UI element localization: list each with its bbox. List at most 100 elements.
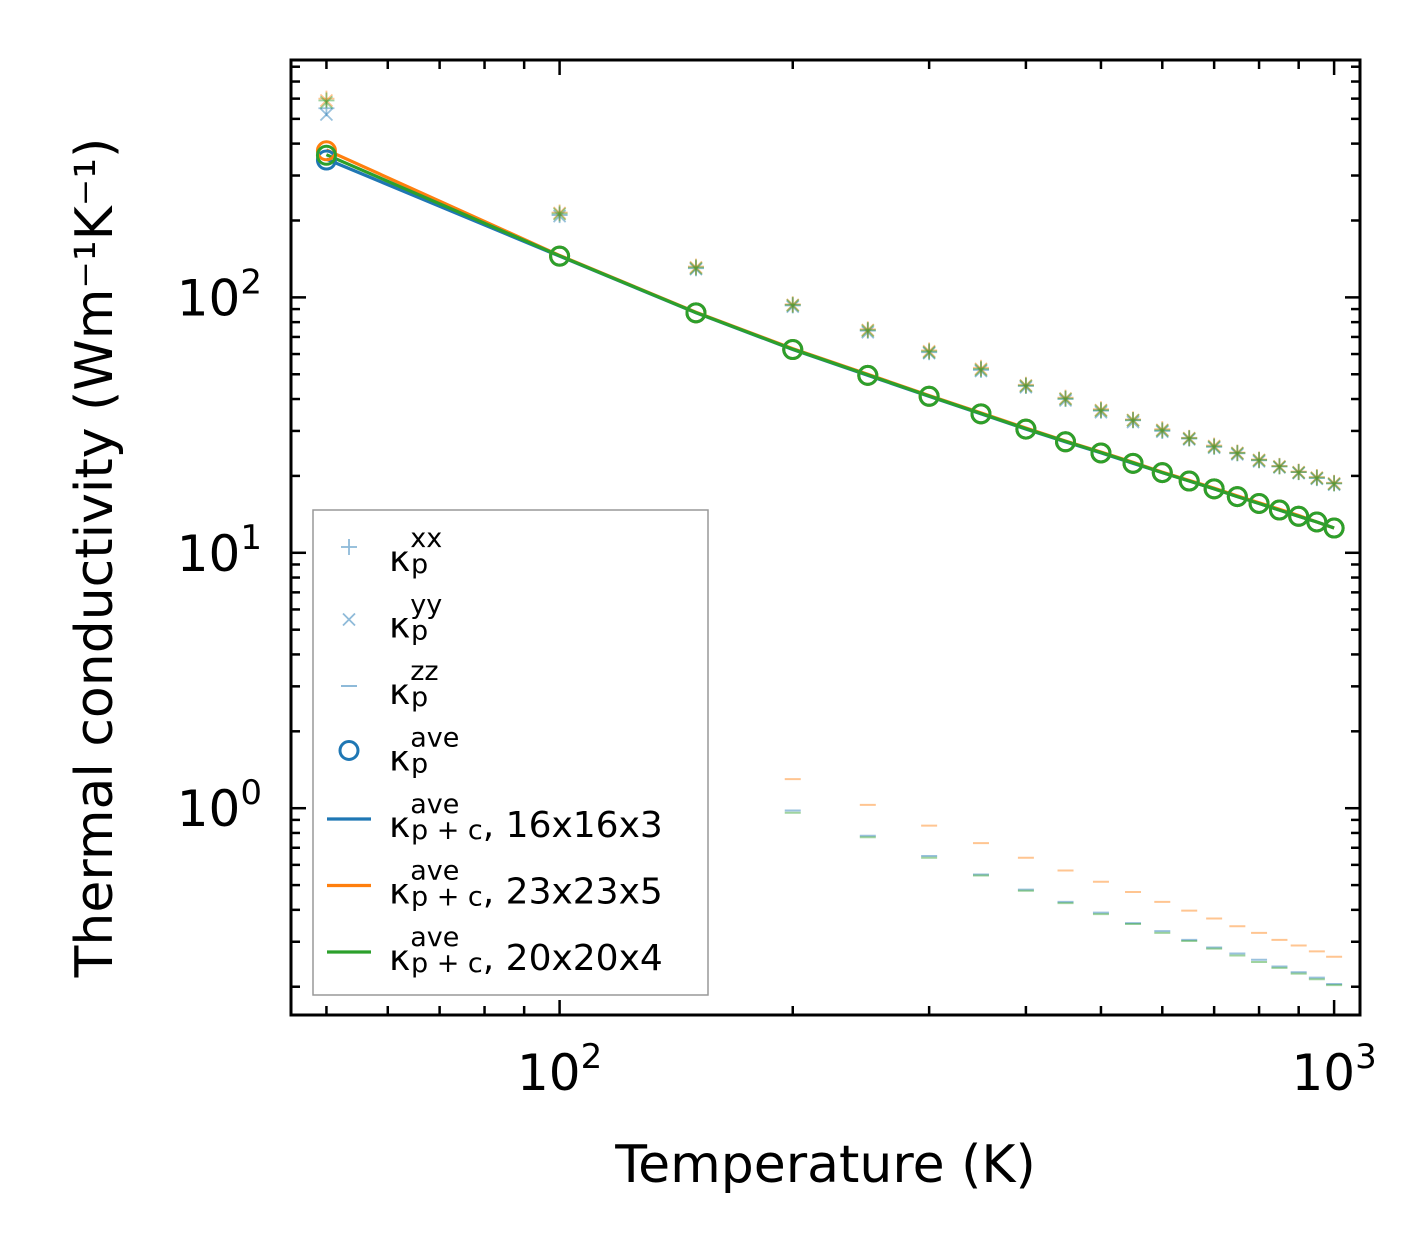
kappa-yy-point [319, 95, 334, 110]
kappa-xx-point [784, 297, 801, 314]
kappa-ave-point [1268, 499, 1290, 521]
kappa-xx-point [551, 207, 568, 224]
kappa-yy-point [1272, 460, 1287, 474]
legend-label: κave p [389, 723, 459, 780]
kappa-yy-point [1310, 471, 1324, 485]
kappa-yy-point [861, 325, 875, 339]
kappa-yy-point [1094, 403, 1108, 417]
kappa-xx-point [1251, 452, 1268, 469]
kappa-yy-point [974, 363, 988, 377]
legend-entry: κave p + c, 23x23x5 [327, 856, 663, 913]
kappa-yy-point [1292, 465, 1306, 479]
kappa-ave-point [857, 364, 879, 386]
kappa-yy-point [319, 107, 334, 122]
series-line-23x23x5 [325, 148, 1335, 530]
legend-entry: κave p + c, 16x16x3 [327, 789, 663, 846]
kappa-xx-point [1290, 464, 1307, 481]
kappa-yy-point [1252, 453, 1266, 468]
kappa-xx-point [1092, 401, 1109, 418]
kappa-xx-point [921, 342, 938, 359]
kappa-xx-point [1154, 422, 1171, 439]
kappa-xx-point [1057, 389, 1074, 406]
kappa-ave-point [685, 302, 707, 324]
kappa-xx-point [1057, 390, 1074, 407]
kappa-yy-point [1126, 415, 1140, 429]
legend-entry: κave p + c, 20x20x4 [327, 922, 663, 979]
kappa-yy-point [974, 364, 988, 378]
kappa-yy-point [786, 298, 800, 312]
legend-label: κave p + c, 23x23x5 [389, 856, 663, 913]
kappa-xx-point [972, 361, 989, 378]
legend-entry: κzz p [341, 656, 439, 713]
legend-label: κxx p [389, 523, 442, 580]
kappa-xx-point [1271, 457, 1288, 474]
kappa-xx-point [1308, 469, 1325, 486]
kappa-xx-point [1271, 458, 1288, 475]
tick-labels: 102 103 100 101 102 [177, 262, 1377, 1102]
kappa-yy-point [1182, 432, 1196, 447]
legend-entry: κave p [338, 723, 459, 780]
kappa-yy-point [1252, 453, 1266, 467]
kappa-yy-point [861, 324, 875, 338]
kappa-yy-point [1126, 413, 1140, 427]
kappa-ave-point [1090, 442, 1112, 464]
kappa-ave-point [549, 245, 571, 267]
legend-label: κyy p [389, 590, 442, 647]
kappa-ave-point [1323, 517, 1345, 539]
kappa-xx-point [859, 322, 876, 339]
kappa-xx-point [1229, 445, 1246, 462]
kappa-xx-point [921, 344, 938, 361]
kappa-xx-point [1181, 429, 1198, 446]
kappa-ave-point [1151, 462, 1173, 484]
legend-box [312, 509, 709, 996]
kappa-yy-point [1094, 404, 1108, 418]
legend: κxx p κyy p κzz p κave p κave p + c, 16x16x3 κave p… [312, 509, 709, 996]
kappa-yy-point [974, 362, 988, 376]
kappa-yy-point [1019, 379, 1033, 393]
kappa-yy-point [552, 209, 567, 223]
kappa-xx-point [1290, 464, 1307, 481]
kappa-xx-point [1017, 377, 1034, 394]
legend-label: κzz p [389, 656, 439, 713]
kappa-xx-point [687, 259, 704, 276]
kappa-ave-point [970, 403, 992, 425]
kappa-xx-point [859, 321, 876, 338]
kappa-yy-point [1327, 477, 1341, 491]
kappa-xx-point [1125, 412, 1142, 429]
kappa-yy-point [1155, 423, 1169, 438]
kappa-yy-point [922, 346, 936, 360]
kappa-yy-point [689, 262, 703, 276]
legend-x-marker [342, 612, 356, 627]
kappa-yy-point [1272, 459, 1287, 473]
kappa-xx-point [1154, 421, 1171, 438]
kappa-yy-point [1182, 431, 1196, 446]
kappa-yy-point [1230, 447, 1244, 461]
y-axis-label: Thermal conductivity (Wm⁻¹K⁻¹) [65, 138, 125, 979]
kappa-yy-point [1230, 446, 1244, 460]
legend-label: κave p + c, 16x16x3 [389, 789, 663, 846]
kappa-xx-point [1229, 444, 1246, 461]
y-tick-label: 102 [177, 262, 262, 327]
kappa-xx-point [1326, 474, 1343, 491]
kappa-xx-point [1308, 470, 1325, 487]
kappa-xx-point [1206, 437, 1223, 454]
kappa-xx-point [1057, 391, 1074, 408]
legend-label: κave p + c, 20x20x4 [389, 922, 663, 979]
kappa-yy-point [552, 207, 567, 221]
kappa-xx-point [1125, 411, 1142, 428]
kappa-yy-point [1094, 405, 1108, 419]
kappa-yy-point [1252, 454, 1266, 469]
kappa-yy-point [689, 261, 703, 275]
kappa-xx-point [687, 260, 704, 277]
kappa-yy-point [786, 298, 800, 313]
kappa-yy-point [1327, 477, 1341, 492]
y-tick-label: 101 [177, 518, 262, 583]
x-tick-label: 102 [517, 1037, 602, 1102]
kappa-xx-point [1308, 469, 1325, 486]
kappa-xx-point [1290, 463, 1307, 480]
legend-entry: κyy p [342, 590, 442, 647]
kappa-yy-point [1019, 380, 1033, 394]
kappa-xx-point [859, 322, 876, 339]
kappa-xx-point [1125, 412, 1142, 429]
kappa-yy-point [1058, 393, 1073, 408]
